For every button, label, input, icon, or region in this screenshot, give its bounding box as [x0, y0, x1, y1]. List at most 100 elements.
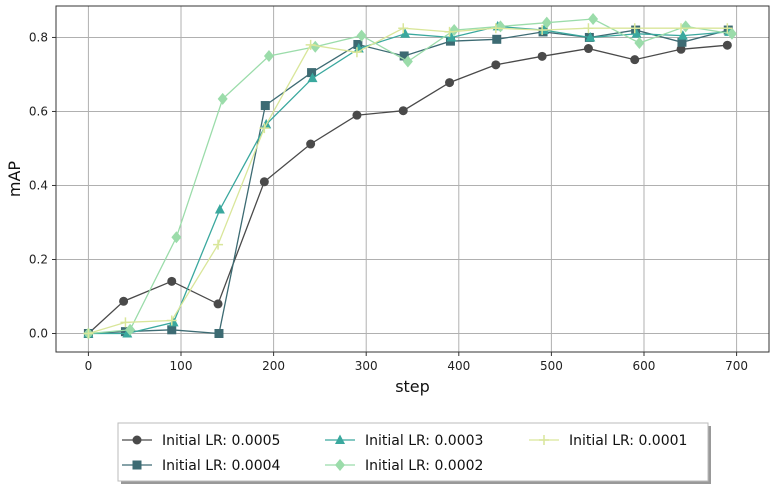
- legend-marker: [539, 435, 549, 445]
- data-point: [490, 23, 501, 34]
- legend-label: Initial LR: 0.0004: [162, 458, 281, 474]
- data-point: [588, 12, 599, 25]
- legend-label: Initial LR: 0.0005: [162, 433, 280, 449]
- data-point: [398, 106, 408, 116]
- y-tick-label: 0.6: [29, 104, 48, 118]
- data-point: [399, 51, 409, 61]
- x-axis: 0 100 200 300 400 500 600 700: [85, 352, 748, 373]
- data-point: [351, 47, 362, 58]
- data-point: [676, 23, 687, 34]
- data-point: [259, 177, 269, 187]
- data-point: [629, 23, 640, 34]
- x-axis-label: step: [395, 377, 430, 396]
- data-point: [352, 110, 362, 120]
- legend-marker: [132, 460, 142, 470]
- data-point: [726, 27, 737, 40]
- legend-item: Initial LR: 0.0001: [529, 433, 687, 449]
- data-point: [676, 44, 686, 54]
- y-axis: 0.0 0.2 0.4 0.6 0.8: [29, 30, 56, 340]
- data-point: [307, 68, 317, 78]
- data-point: [306, 139, 316, 149]
- series-4: [83, 12, 737, 340]
- legend-items: Initial LR: 0.0005 Initial LR: 0.0004 Init…: [122, 433, 687, 474]
- data-point: [680, 20, 691, 33]
- data-point: [125, 323, 136, 336]
- data-point: [166, 315, 177, 326]
- data-point: [583, 44, 593, 54]
- y-tick-label: 0.4: [29, 178, 48, 192]
- series-line: [88, 18, 733, 335]
- data-point: [263, 49, 274, 62]
- legend-box: [117, 422, 709, 482]
- data-point: [541, 16, 552, 29]
- series-line: [87, 44, 728, 334]
- data-point: [491, 60, 501, 70]
- data-point: [119, 296, 129, 306]
- data-point: [167, 276, 177, 286]
- x-tick-label: 100: [170, 359, 193, 373]
- data-point: [83, 328, 94, 339]
- y-tick-label: 0.0: [29, 326, 48, 340]
- data-point: [446, 31, 457, 42]
- data-point: [307, 72, 318, 83]
- grid: [56, 6, 769, 352]
- data-point: [214, 204, 225, 214]
- y-tick-label: 0.8: [29, 30, 48, 44]
- data-point: [214, 328, 224, 338]
- x-tick-label: 200: [262, 359, 285, 373]
- data-point: [259, 123, 270, 134]
- data-point: [402, 55, 413, 68]
- y-tick-label: 0.2: [29, 252, 48, 266]
- data-point: [356, 29, 367, 42]
- data-point: [722, 40, 732, 50]
- data-point: [213, 239, 224, 250]
- data-point: [631, 28, 642, 38]
- x-tick-label: 0: [85, 359, 93, 373]
- series-5: [83, 23, 733, 339]
- legend-label: Initial LR: 0.0002: [365, 458, 483, 474]
- legend-item: Initial LR: 0.0004: [122, 458, 281, 474]
- plot-frame: [55, 5, 770, 353]
- data-point: [444, 26, 455, 37]
- data-point: [492, 34, 502, 44]
- data-point: [537, 51, 547, 61]
- data-point: [585, 31, 596, 42]
- data-point: [400, 28, 411, 38]
- legend-marker: [335, 434, 345, 444]
- data-point: [310, 40, 321, 53]
- data-point: [677, 37, 687, 47]
- data-point: [677, 30, 688, 40]
- data-point: [305, 39, 316, 50]
- x-tick-label: 700: [725, 359, 748, 373]
- legend-label: Initial LR: 0.0003: [365, 433, 483, 449]
- data-point: [120, 317, 131, 328]
- legend-label: Initial LR: 0.0001: [569, 433, 687, 449]
- legend-marker: [335, 459, 345, 471]
- data-point: [445, 78, 455, 88]
- data-point: [722, 23, 733, 34]
- x-tick-label: 300: [355, 359, 378, 373]
- data-point: [217, 92, 228, 105]
- legend: Initial LR: 0.0005 Initial LR: 0.0004 Init…: [117, 422, 711, 484]
- legend-item: Initial LR: 0.0003: [325, 433, 483, 449]
- data-point: [260, 101, 270, 111]
- data-point: [630, 55, 640, 65]
- data-point: [495, 20, 506, 33]
- data-point: [583, 23, 594, 34]
- data-point: [167, 325, 177, 335]
- data-point: [213, 299, 223, 309]
- x-tick-label: 600: [633, 359, 656, 373]
- series-layer: [83, 12, 737, 340]
- data-point: [634, 37, 645, 50]
- data-point: [537, 25, 548, 36]
- data-point: [171, 231, 182, 244]
- x-tick-label: 500: [540, 359, 563, 373]
- x-tick-label: 400: [447, 359, 470, 373]
- data-point: [353, 39, 363, 49]
- y-axis-label: mAP: [5, 161, 24, 198]
- legend-item: Initial LR: 0.0005: [122, 433, 280, 449]
- data-point: [449, 24, 460, 37]
- legend-marker: [132, 435, 142, 445]
- legend-item: Initial LR: 0.0002: [325, 458, 483, 474]
